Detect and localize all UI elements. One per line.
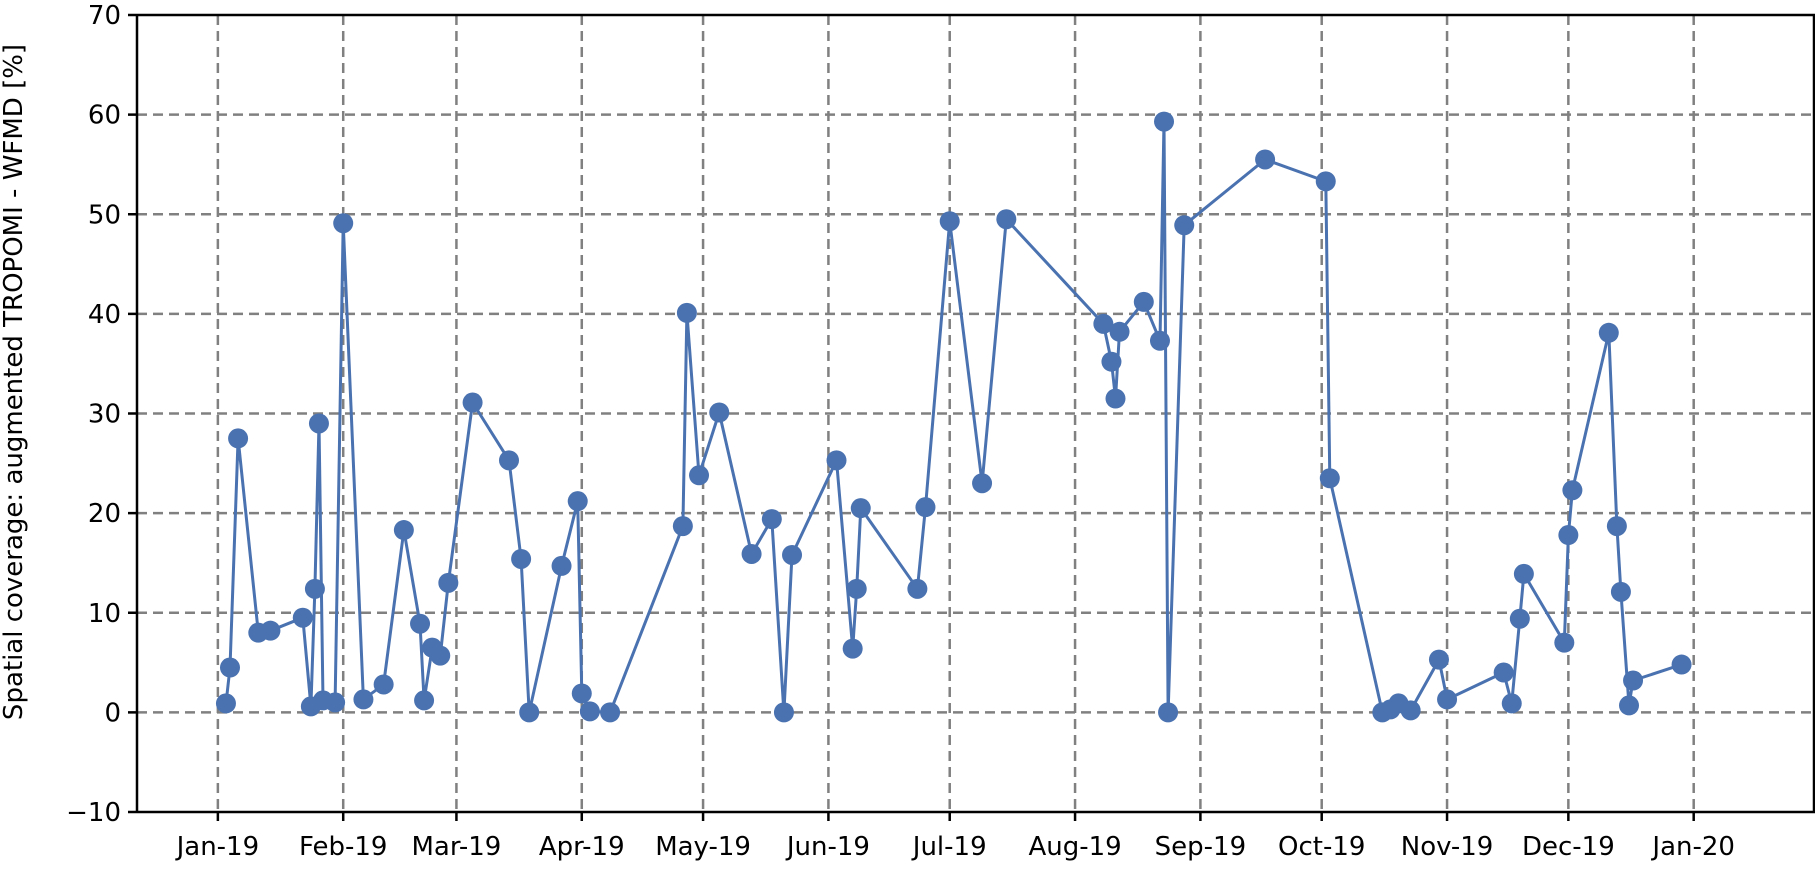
data-point bbox=[1154, 111, 1175, 132]
data-point bbox=[292, 607, 313, 628]
data-point bbox=[1105, 388, 1126, 409]
data-point bbox=[689, 465, 710, 486]
data-point bbox=[842, 638, 863, 659]
data-point bbox=[600, 702, 621, 723]
y-tick-label: 20 bbox=[88, 499, 121, 529]
x-tick-label: Jan-20 bbox=[1650, 832, 1735, 862]
data-point bbox=[219, 657, 240, 678]
y-tick-label: 10 bbox=[88, 599, 121, 629]
x-tick-label: Jun-19 bbox=[785, 832, 870, 862]
data-point bbox=[1562, 480, 1583, 501]
data-point bbox=[430, 645, 451, 666]
series-layer bbox=[215, 111, 1692, 723]
x-tick-label: Jan-19 bbox=[175, 832, 260, 862]
data-point bbox=[462, 392, 483, 413]
data-point bbox=[741, 543, 762, 564]
data-point bbox=[676, 302, 697, 323]
data-point bbox=[1158, 702, 1179, 723]
data-point bbox=[215, 693, 236, 714]
x-tick-label: Sep-19 bbox=[1155, 832, 1246, 862]
data-point bbox=[1606, 516, 1627, 537]
data-point bbox=[1319, 468, 1340, 489]
x-tick-label: Mar-19 bbox=[411, 832, 501, 862]
data-point bbox=[438, 572, 459, 593]
data-point bbox=[1315, 171, 1336, 192]
data-point bbox=[907, 578, 928, 599]
data-point bbox=[850, 498, 871, 519]
data-point bbox=[410, 613, 431, 634]
data-point bbox=[773, 702, 794, 723]
x-tick-label: Nov-19 bbox=[1401, 832, 1494, 862]
data-point bbox=[333, 213, 354, 234]
x-tick-label: Dec-19 bbox=[1522, 832, 1615, 862]
data-point bbox=[1598, 322, 1619, 343]
data-point bbox=[782, 544, 803, 565]
x-tick-label: May-19 bbox=[655, 832, 751, 862]
y-tick-label: 70 bbox=[88, 1, 121, 31]
data-point bbox=[353, 689, 374, 710]
data-point bbox=[551, 555, 572, 576]
ticks: −10 0 10 20 30 40 50 60 70 Jan-19 Feb-19 Mar-19 Apr-… bbox=[66, 1, 1735, 862]
data-point bbox=[1671, 654, 1692, 675]
data-point bbox=[414, 690, 435, 711]
data-point bbox=[325, 692, 346, 713]
data-point bbox=[308, 413, 329, 434]
data-point bbox=[846, 578, 867, 599]
x-tick-label: Aug-19 bbox=[1028, 832, 1121, 862]
axes bbox=[135, 13, 1815, 814]
data-point bbox=[393, 520, 414, 541]
data-point bbox=[1619, 695, 1640, 716]
data-point bbox=[1133, 291, 1154, 312]
data-point bbox=[939, 211, 960, 232]
data-point bbox=[498, 450, 519, 471]
y-tick-label: 60 bbox=[88, 101, 121, 131]
data-point bbox=[567, 491, 588, 512]
x-tick-label: Oct-19 bbox=[1278, 832, 1365, 862]
data-point bbox=[996, 209, 1017, 230]
y-axis-title: Spatial coverage: augmented TROPOMI - WF… bbox=[0, 44, 29, 720]
data-point bbox=[1149, 330, 1170, 351]
x-tick-label: Feb-19 bbox=[299, 832, 388, 862]
y-tick-label: −10 bbox=[66, 798, 121, 828]
data-point bbox=[304, 578, 325, 599]
y-tick-label: 0 bbox=[104, 698, 121, 728]
grid-lines bbox=[137, 15, 1815, 812]
x-tick-label: Apr-19 bbox=[539, 832, 625, 862]
data-point bbox=[709, 402, 730, 423]
y-tick-label: 40 bbox=[88, 300, 121, 330]
data-point bbox=[672, 516, 693, 537]
x-tick-label: Jul-19 bbox=[911, 832, 987, 862]
data-point bbox=[1255, 149, 1276, 170]
data-point bbox=[1513, 563, 1534, 584]
data-point bbox=[228, 428, 249, 449]
data-point bbox=[511, 548, 532, 569]
data-point bbox=[915, 497, 936, 518]
data-point bbox=[1428, 649, 1449, 670]
data-point bbox=[579, 701, 600, 722]
data-point bbox=[373, 674, 394, 695]
data-point bbox=[571, 683, 592, 704]
y-tick-label: 30 bbox=[88, 400, 121, 430]
data-point bbox=[1509, 608, 1530, 629]
data-point bbox=[1610, 581, 1631, 602]
data-point bbox=[1174, 215, 1195, 236]
data-point bbox=[1093, 313, 1114, 334]
y-tick-label: 50 bbox=[88, 200, 121, 230]
data-point bbox=[761, 509, 782, 530]
data-point bbox=[1558, 525, 1579, 546]
data-point bbox=[260, 620, 281, 641]
data-point bbox=[1109, 321, 1130, 342]
data-point bbox=[1501, 693, 1522, 714]
data-point bbox=[1623, 670, 1644, 691]
data-point bbox=[1554, 632, 1575, 653]
data-point bbox=[1493, 662, 1514, 683]
data-point bbox=[1400, 700, 1421, 721]
data-point bbox=[826, 450, 847, 471]
data-point bbox=[972, 473, 993, 494]
data-point bbox=[519, 702, 540, 723]
data-point bbox=[1437, 689, 1458, 710]
data-point bbox=[1101, 351, 1122, 372]
